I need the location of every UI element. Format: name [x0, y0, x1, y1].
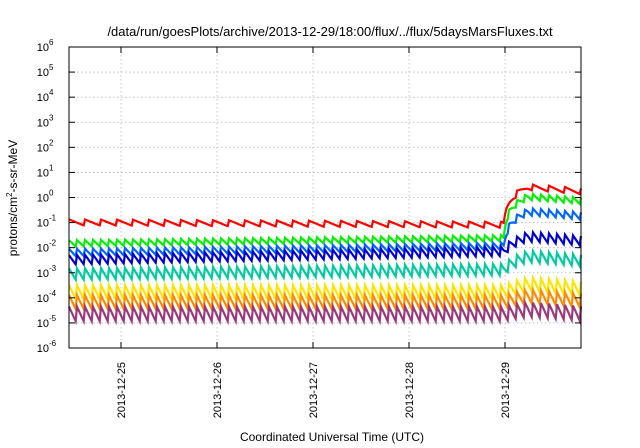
flux-series-line — [68, 191, 583, 249]
y-axis-label: protons/cm2-s-sr-MeV — [5, 140, 20, 256]
y-tick-label: 104 — [37, 88, 54, 104]
y-tick-label: 103 — [37, 113, 54, 129]
x-tick-label: 2013-12-26 — [212, 362, 224, 418]
y-tick-label: 10-2 — [37, 239, 57, 255]
y-tick-label: 105 — [37, 63, 54, 79]
flux-series-line — [68, 285, 583, 313]
y-tick-label: 106 — [37, 38, 54, 54]
x-axis-label: Coordinated Universal Time (UTC) — [240, 430, 424, 444]
y-tick-label: 10-5 — [37, 314, 57, 330]
flux-series-line — [68, 206, 583, 259]
x-tick-labels: 2013-12-25 2013-12-26 2013-12-27 2013-12-28… — [116, 362, 512, 418]
x-tick-label: 2013-12-27 — [308, 362, 320, 418]
flux-series-line — [68, 182, 583, 230]
flux-series-line — [68, 229, 583, 268]
data-series — [67, 182, 583, 326]
y-tick-label: 10-3 — [37, 264, 57, 280]
y-axis-label-superscript: 2 — [5, 192, 14, 197]
y-tick-labels: 10-6 10-5 10-4 10-3 10-2 10-1 100 101 102 103 104 1… — [37, 38, 57, 355]
x-tick-label: 2013-12-29 — [500, 362, 512, 418]
axis-ticks — [69, 46, 581, 349]
flux-series-line — [68, 247, 583, 284]
x-tick-label: 2013-12-25 — [116, 362, 128, 418]
flux-series-line — [68, 273, 583, 303]
y-axis-label-suffix: -s-sr-MeV — [6, 140, 20, 193]
x-tick-label: 2013-12-28 — [404, 362, 416, 418]
y-axis-label-prefix: protons/cm — [6, 197, 20, 256]
y-tick-label: 10-1 — [37, 214, 57, 230]
y-tick-label: 102 — [37, 138, 54, 154]
y-tick-label: 10-4 — [37, 289, 57, 305]
y-tick-label: 100 — [37, 189, 54, 205]
chart-title: /data/run/goesPlots/archive/2013-12-29/1… — [107, 24, 553, 39]
flux-series-line — [67, 298, 583, 326]
y-tick-label: 10-6 — [37, 339, 57, 355]
y-tick-label: 101 — [37, 163, 54, 179]
